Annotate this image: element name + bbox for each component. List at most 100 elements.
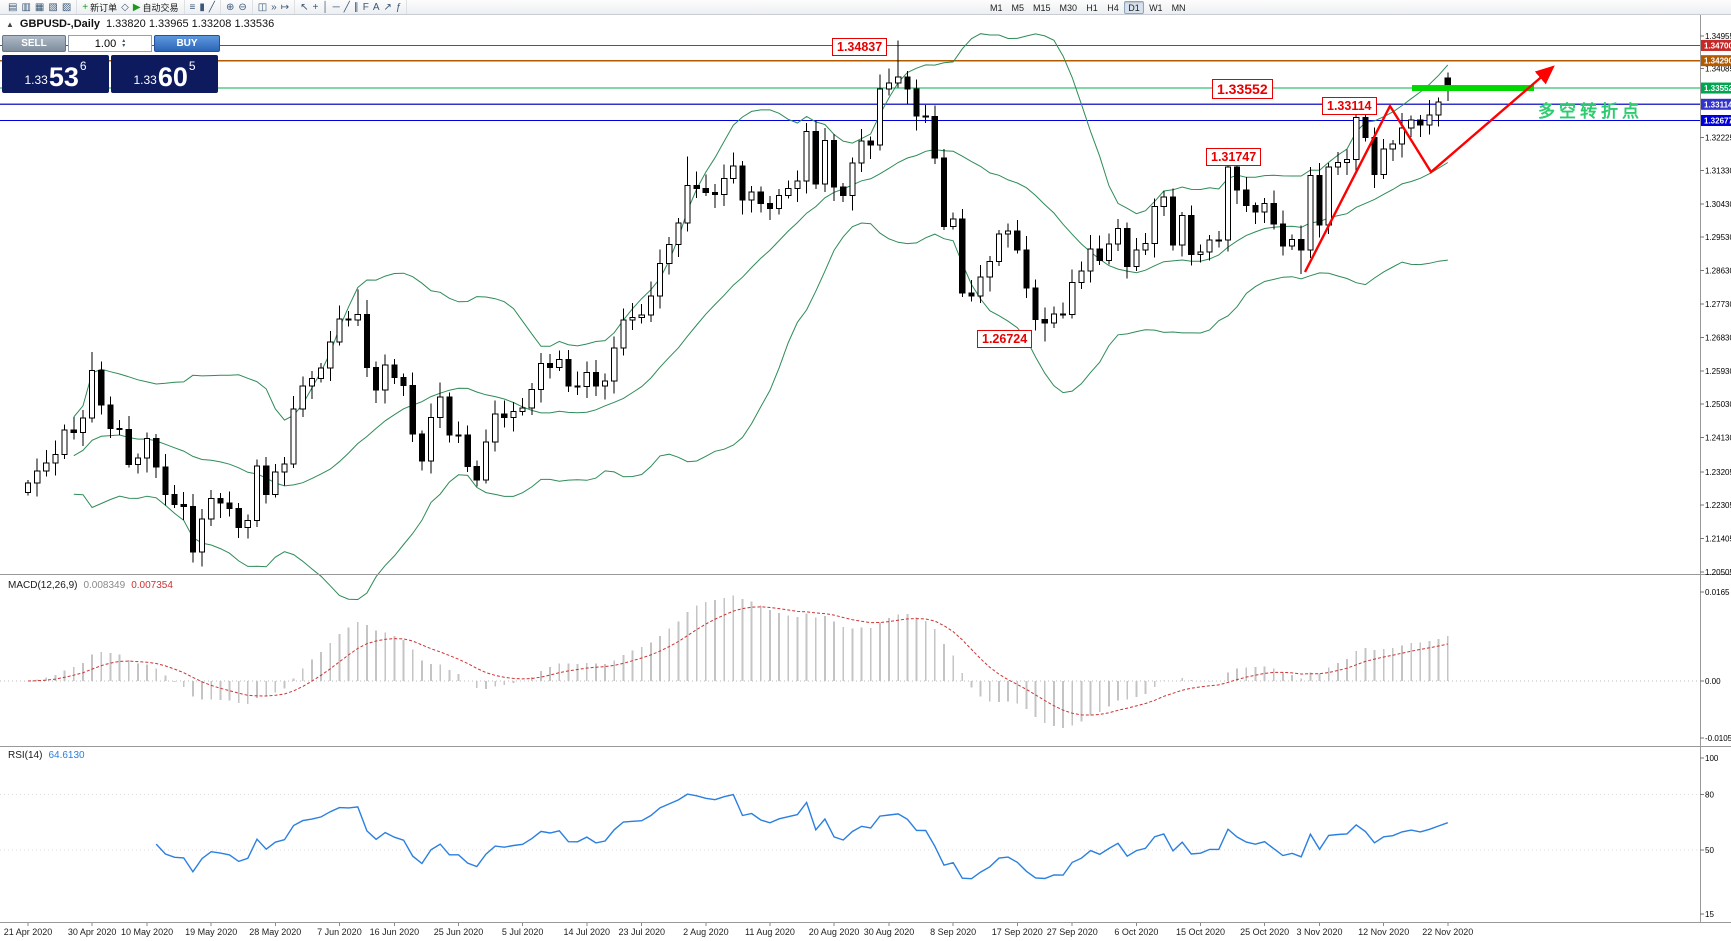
y-axis-tick[interactable]: 1.24130	[1705, 434, 1731, 443]
y-axis-tick[interactable]: 1.34955	[1705, 32, 1731, 41]
bid-price-display[interactable]: 1.33 53 6	[2, 55, 109, 93]
vertical-line-button[interactable]: │	[320, 1, 330, 13]
x-axis-label[interactable]: 17 Sep 2020	[992, 927, 1043, 937]
trend-arrow[interactable]	[1303, 65, 1555, 273]
y-axis-tick[interactable]: 1.20505	[1705, 568, 1731, 577]
volume-field[interactable]: 1.00 ▴ ▾	[68, 35, 152, 52]
rsi-axis-tick[interactable]: 15	[1705, 910, 1714, 919]
y-axis-tick[interactable]: 1.23205	[1705, 468, 1731, 477]
bar-chart-button[interactable]: ≡	[188, 1, 198, 13]
macd-axis-tick[interactable]: 0.00	[1705, 677, 1721, 686]
volume-spinner[interactable]: ▴ ▾	[122, 37, 126, 49]
x-axis-label[interactable]: 16 Jun 2020	[370, 927, 420, 937]
timeframe-h1[interactable]: H1	[1086, 3, 1098, 13]
indicators-button[interactable]: ƒ	[394, 1, 404, 13]
zoom-out-button[interactable]: ⊖	[236, 1, 248, 13]
timeframe-w1[interactable]: W1	[1149, 3, 1163, 13]
zoom-in-button[interactable]: ⊕	[224, 1, 236, 13]
support-zone-bar[interactable]	[1412, 85, 1534, 92]
rsi-axis-tick[interactable]: 100	[1705, 754, 1719, 763]
crosshair-button[interactable]: +	[311, 1, 321, 13]
autotrading-button[interactable]: ▶ 自动交易	[131, 1, 181, 13]
y-axis-tick[interactable]: 1.28630	[1705, 267, 1731, 276]
x-axis-label[interactable]: 6 Oct 2020	[1114, 927, 1158, 937]
pivot-point-text[interactable]: 多空转折点	[1538, 102, 1643, 121]
volume-down-icon[interactable]: ▾	[122, 42, 126, 49]
arrows-button[interactable]: ↗	[382, 1, 394, 13]
timeframe-m15[interactable]: M15	[1033, 3, 1051, 13]
navigator-button[interactable]: ▧	[46, 1, 59, 13]
price-tag-box-1.33114[interactable]	[1701, 98, 1731, 110]
price-label-133552[interactable]: 1.33552	[1212, 79, 1273, 99]
x-axis-label[interactable]: 15 Oct 2020	[1176, 927, 1225, 937]
x-axis-label[interactable]: 5 Jul 2020	[502, 927, 544, 937]
new-order-button[interactable]: + 新订单	[80, 1, 119, 13]
profiles-button[interactable]: ▥	[19, 1, 32, 13]
buy-button[interactable]: BUY	[154, 35, 220, 52]
price-label-133114[interactable]: 1.33114	[1322, 97, 1377, 115]
sell-button[interactable]: SELL	[2, 35, 66, 52]
timeframe-h4[interactable]: H4	[1107, 3, 1119, 13]
price-tag-box-1.34290[interactable]	[1701, 55, 1731, 67]
timeframe-m5[interactable]: M5	[1011, 3, 1025, 13]
terminal-button[interactable]: ▨	[60, 1, 73, 13]
horizontal-line-button[interactable]: ─	[331, 1, 342, 13]
x-axis-label[interactable]: 7 Jun 2020	[317, 927, 362, 937]
x-axis-label[interactable]: 21 Apr 2020	[4, 927, 53, 937]
y-axis-tick[interactable]: 1.25030	[1705, 400, 1731, 409]
x-axis-label[interactable]: 11 Aug 2020	[745, 927, 795, 937]
candlestick-chart-button[interactable]: ▮	[197, 1, 207, 13]
volume-value[interactable]: 1.00	[94, 37, 117, 50]
price-tag-box-1.34700[interactable]	[1701, 39, 1731, 51]
x-axis-label[interactable]: 27 Sep 2020	[1047, 927, 1098, 937]
x-axis-label[interactable]: 8 Sep 2020	[930, 927, 976, 937]
x-axis-label[interactable]: 19 May 2020	[185, 927, 237, 937]
y-axis-tick[interactable]: 1.31330	[1705, 166, 1731, 175]
trendline-button[interactable]: ╱	[342, 1, 352, 13]
new-chart-button[interactable]: ▤	[6, 1, 19, 13]
x-axis-label[interactable]: 2 Aug 2020	[683, 927, 729, 937]
price-label-134837[interactable]: 1.34837	[832, 38, 888, 56]
macd-axis-tick[interactable]: -0.010571	[1705, 734, 1731, 743]
equidistant-channel-button[interactable]: ∥	[352, 1, 361, 13]
x-axis-label[interactable]: 30 Aug 2020	[864, 927, 915, 937]
y-axis-tick[interactable]: 1.21405	[1705, 535, 1731, 544]
y-axis-tick[interactable]: 1.25930	[1705, 367, 1731, 376]
volume-up-icon[interactable]: ▴	[122, 37, 126, 44]
timeframe-d1[interactable]: D1	[1124, 1, 1145, 14]
x-axis-label[interactable]: 14 Jul 2020	[563, 927, 610, 937]
y-axis-tick[interactable]: 1.22305	[1705, 501, 1731, 510]
y-axis-tick[interactable]: 1.30430	[1705, 200, 1731, 209]
x-axis-label[interactable]: 28 May 2020	[249, 927, 301, 937]
price-tag-box-1.33552[interactable]	[1701, 82, 1731, 94]
line-chart-button[interactable]: ╱	[207, 1, 217, 13]
chart-shift-button[interactable]: ↦	[279, 1, 291, 13]
price-label-131747[interactable]: 1.31747	[1206, 148, 1262, 166]
x-axis-label[interactable]: 12 Nov 2020	[1358, 927, 1409, 937]
metaeditor-button[interactable]: ◇	[119, 1, 131, 13]
tile-windows-button[interactable]: ◫	[256, 1, 269, 13]
x-axis-label[interactable]: 20 Aug 2020	[809, 927, 860, 937]
y-axis-tick[interactable]: 1.26830	[1705, 333, 1731, 342]
rsi-axis-tick[interactable]: 50	[1705, 846, 1714, 855]
timeframe-m30[interactable]: M30	[1059, 3, 1078, 13]
timeframe-m1[interactable]: M1	[990, 3, 1003, 13]
x-axis-label[interactable]: 3 Nov 2020	[1297, 927, 1343, 937]
auto-scroll-button[interactable]: »	[269, 1, 279, 13]
timeframe-mn[interactable]: MN	[1171, 3, 1186, 13]
text-label-button[interactable]: A	[371, 1, 382, 13]
x-axis-label[interactable]: 25 Jun 2020	[434, 927, 484, 937]
market-watch-button[interactable]: ▦	[33, 1, 46, 13]
rsi-axis-tick[interactable]: 80	[1705, 791, 1714, 800]
macd-axis-tick[interactable]: 0.0165	[1705, 588, 1730, 597]
y-axis-tick[interactable]: 1.34085	[1705, 64, 1731, 73]
x-axis-label[interactable]: 10 May 2020	[121, 927, 173, 937]
y-axis-tick[interactable]: 1.29530	[1705, 233, 1731, 242]
ask-price-display[interactable]: 1.33 60 5	[111, 55, 218, 93]
x-axis-label[interactable]: 25 Oct 2020	[1240, 927, 1289, 937]
x-axis-label[interactable]: 23 Jul 2020	[618, 927, 665, 937]
y-axis-tick[interactable]: 1.27730	[1705, 300, 1731, 309]
price-label-126724[interactable]: 1.26724	[977, 330, 1033, 348]
x-axis-label[interactable]: 22 Nov 2020	[1422, 927, 1473, 937]
